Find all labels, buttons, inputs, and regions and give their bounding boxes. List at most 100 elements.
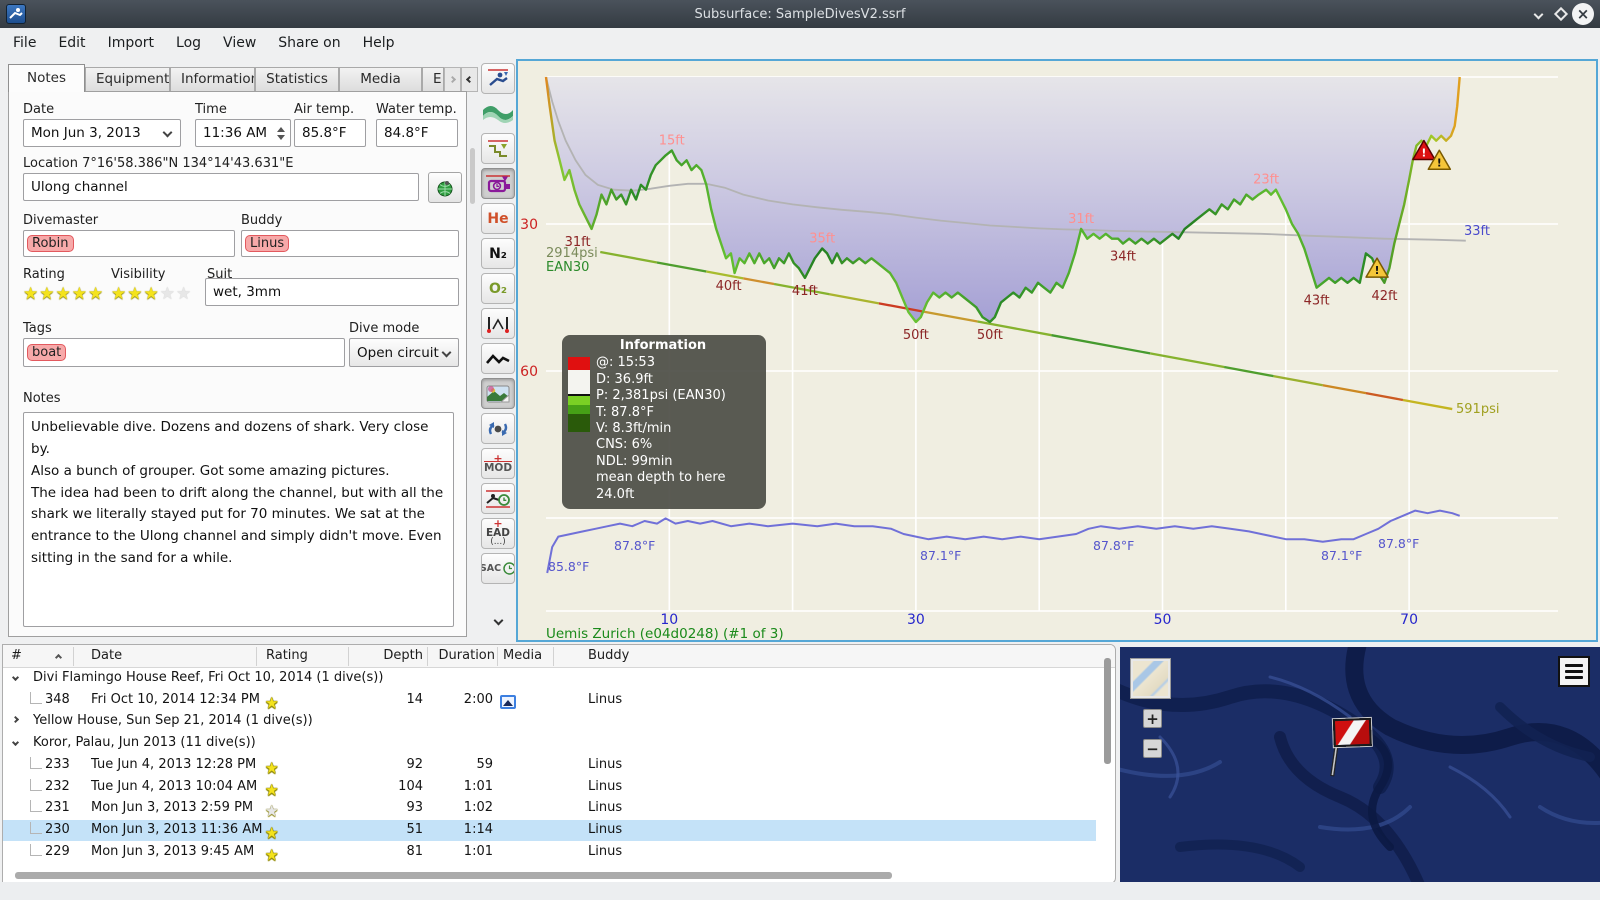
globe-button[interactable] [428, 172, 462, 203]
svg-text:87.1°F: 87.1°F [920, 548, 961, 563]
profile-plot: 30 60 10 30 50 70 Uemis Zurich (e04d0248) (#1 … [520, 76, 1558, 642]
minimize-button[interactable] [1527, 3, 1549, 25]
ruler-icon [487, 316, 509, 333]
date-combobox[interactable]: Mon Jun 3, 2013 [23, 119, 181, 147]
dive-list: # Date Rating Depth Duration Media Buddy Divi … [2, 644, 1116, 884]
chevron-down-icon [441, 347, 452, 358]
tab-statistics[interactable]: Statistics [255, 67, 339, 92]
sac-button[interactable]: SAC [481, 553, 515, 584]
watertemp-field[interactable]: 84.8°F [376, 119, 458, 147]
dive-row-233[interactable]: 233 Tue Jun 4, 2013 12:28 PM ★ ★ ★ ★ ★ 92 59 Linu… [3, 755, 1096, 777]
dc-ceiling-button[interactable] [481, 168, 515, 199]
visibility-stars[interactable]: ★★★★★ [111, 284, 193, 304]
tab-scroll-left[interactable] [444, 67, 461, 92]
column-header-buddy[interactable]: Buddy [588, 648, 630, 663]
suit-input[interactable]: wet, 3mm [205, 278, 459, 306]
tag-chip[interactable]: boat [27, 344, 67, 361]
vertical-scrollbar[interactable] [1104, 658, 1111, 764]
maximize-button[interactable] [1550, 3, 1572, 25]
tab-information[interactable]: Information [170, 67, 255, 92]
nitrogen-graph-button[interactable]: N₂ [481, 238, 515, 269]
dive-row-232[interactable]: 232 Tue Jun 4, 2013 10:04 AM ★ ★ ★ ★ ★ 104 1:01 L… [3, 777, 1096, 799]
dive-list-header[interactable]: # Date Rating Depth Duration Media Buddy [3, 645, 1115, 668]
svg-text:!: ! [1421, 147, 1426, 160]
map-zoom-in-button[interactable]: + [1143, 709, 1162, 728]
photos-button[interactable] [481, 378, 515, 409]
ead-button[interactable]: + EAD (...) [481, 518, 515, 549]
diver-swap-icon [488, 421, 508, 436]
map-menu-button[interactable] [1558, 656, 1590, 687]
divemode-select[interactable]: Open circuit [349, 338, 459, 367]
dive-row-229[interactable]: 229 Mon Jun 3, 2013 9:45 AM ★ ★ ★ ★ ★ 81 1:01 Lin… [3, 842, 1096, 864]
ruler-button[interactable] [481, 308, 515, 339]
trip-row[interactable]: Koror, Palau, Jun 2013 (11 dive(s)) [3, 733, 1096, 754]
info-tooltip[interactable]: Information @: 15:53 D: 36.9ft P: 2,381psi… [562, 335, 766, 510]
deco-time-button[interactable] [481, 483, 515, 514]
airtemp-field[interactable]: 85.8°F [294, 119, 366, 147]
close-button[interactable]: × [1572, 3, 1594, 25]
svg-text:50ft: 50ft [977, 328, 1003, 343]
svg-text:15ft: 15ft [659, 134, 685, 149]
trip-row[interactable]: Yellow House, Sun Sep 21, 2014 (1 dive(s… [3, 711, 1096, 732]
column-header-media[interactable]: Media [503, 648, 543, 663]
tags-input[interactable]: boat [23, 338, 345, 367]
spinner-arrows-icon[interactable] [277, 126, 285, 140]
mod-label: MOD [483, 461, 513, 474]
column-header-num[interactable]: # [11, 648, 22, 663]
tab-media[interactable]: Media [339, 67, 422, 92]
map-zoom-out-button[interactable]: − [1143, 739, 1162, 758]
column-header-rating[interactable]: Rating [266, 648, 308, 663]
dive-row-348[interactable]: 348 Fri Oct 10, 2014 12:34 PM ★ ★ ★ ★ ★ 14 2:00 L… [3, 690, 1096, 712]
column-header-duration[interactable]: Duration [438, 648, 495, 663]
svg-text:30: 30 [907, 612, 925, 628]
menu-share-on[interactable]: Share on [278, 35, 341, 51]
window-title: Subsurface: SampleDivesV2.ssrf [694, 6, 906, 22]
rating-stars[interactable]: ★★★★★ [23, 284, 105, 304]
buddy-chip[interactable]: Linus [245, 235, 290, 252]
divemaster-label: Divemaster [23, 213, 99, 228]
dive-profile-chart[interactable]: 30 60 10 30 50 70 Uemis Zurich (e04d0248) (#1 … [516, 59, 1598, 642]
heartrate-button[interactable] [481, 343, 515, 374]
location-input[interactable]: Ulong channel [23, 173, 419, 201]
dive-computer-button[interactable] [481, 63, 515, 94]
ead-label: EAD [485, 526, 510, 539]
tab-scroll-right[interactable] [461, 67, 478, 92]
trip-row[interactable]: Divi Flamingo House Reef, Fri Oct 10, 20… [3, 668, 1096, 689]
info-legend-swatches [568, 355, 590, 503]
divemaster-chip[interactable]: Robin [27, 235, 74, 252]
buddy-input[interactable]: Linus [241, 230, 459, 257]
sac-label: SAC [481, 563, 502, 574]
column-header-depth[interactable]: Depth [383, 648, 423, 663]
menu-log[interactable]: Log [176, 35, 202, 51]
watertemp-label: Water temp. [376, 102, 457, 117]
tab-e[interactable]: E [422, 67, 444, 92]
menu-bar: File Edit Import Log View Share on Help [0, 28, 1600, 58]
map-overview-thumbnail[interactable] [1130, 658, 1171, 699]
ceiling-waves-button[interactable] [481, 98, 515, 129]
mod-button[interactable]: + MOD [481, 448, 515, 479]
notes-textarea[interactable]: Unbelievable dive. Dozens and dozens of … [23, 412, 454, 627]
time-spinner[interactable]: 11:36 AM [195, 119, 291, 147]
panel-scrollbar[interactable] [470, 148, 475, 204]
media-icon[interactable] [500, 694, 516, 709]
menu-view[interactable]: View [223, 35, 257, 51]
dive-row-231[interactable]: 231 Mon Jun 3, 2013 2:59 PM ★ ★ ★ ★ ★ 93 1:02 Lin… [3, 798, 1096, 820]
menu-import[interactable]: Import [107, 35, 155, 51]
menu-help[interactable]: Help [362, 35, 395, 51]
dive-row-230[interactable]: 230 Mon Jun 3, 2013 11:36 AM ★ ★ ★ ★ ★ 51 1:14 Li… [3, 819, 1096, 842]
menu-file[interactable]: File [13, 35, 37, 51]
calculated-ceiling-button[interactable] [481, 133, 515, 164]
column-header-date[interactable]: Date [91, 648, 123, 663]
menu-edit[interactable]: Edit [58, 35, 86, 51]
toolbar-scroll-down[interactable] [481, 608, 515, 632]
divemaster-input[interactable]: Robin [23, 230, 235, 257]
oxygen-graph-button[interactable]: O₂ [481, 273, 515, 304]
gas-switch-button[interactable] [481, 413, 515, 444]
date-label: Date [23, 102, 55, 117]
tab-notes[interactable]: Notes [8, 64, 85, 92]
helium-graph-button[interactable]: He [481, 203, 515, 234]
tab-equipment[interactable]: Equipment [85, 67, 170, 92]
svg-text:35ft: 35ft [809, 232, 835, 247]
map-panel[interactable]: + − [1120, 647, 1600, 882]
horizontal-scrollbar[interactable] [15, 872, 892, 879]
